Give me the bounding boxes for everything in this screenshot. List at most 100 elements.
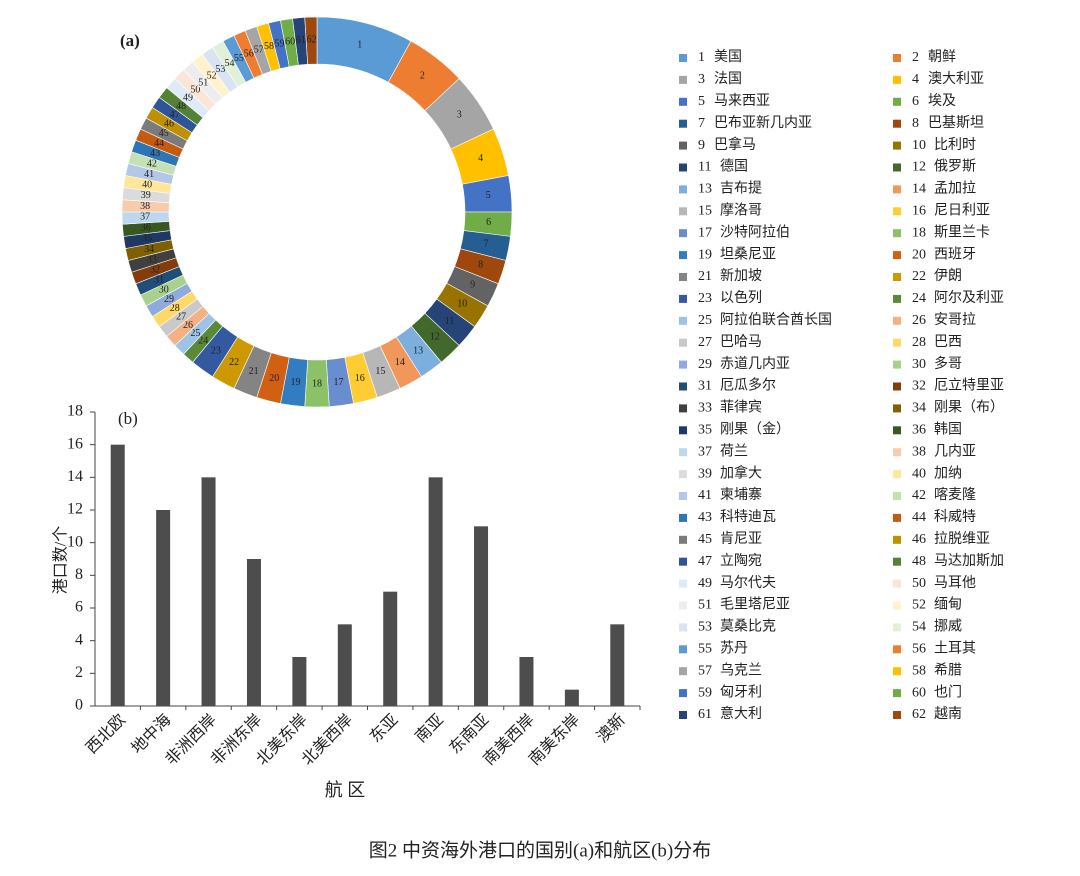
segment-label: 62 xyxy=(307,34,317,45)
legend-swatch xyxy=(679,97,687,106)
legend-id: 50 xyxy=(912,576,926,591)
segment-label: 48 xyxy=(176,101,186,112)
legend-label: 吉布提 xyxy=(720,181,762,197)
legend-label: 厄立特里亚 xyxy=(934,378,1004,394)
y-tick-label: 6 xyxy=(75,599,83,616)
legend-label: 巴基斯坦 xyxy=(928,114,984,131)
segment-label: 61 xyxy=(296,35,306,46)
legend-swatch xyxy=(893,579,901,588)
legend-swatch xyxy=(893,338,901,347)
legend-label: 立陶宛 xyxy=(720,553,762,569)
y-tick-label: 18 xyxy=(67,403,83,420)
legend-id: 21 xyxy=(698,269,712,284)
legend-id: 6 xyxy=(912,94,919,109)
legend-swatch xyxy=(679,426,687,435)
legend-swatch xyxy=(893,294,901,303)
legend-id: 60 xyxy=(912,685,926,700)
legend-swatch xyxy=(679,251,687,260)
segment-label: 11 xyxy=(445,316,455,327)
segment-label: 7 xyxy=(483,239,488,250)
panel-label: (a) xyxy=(120,31,140,50)
segment-label: 34 xyxy=(144,244,154,255)
legend-id: 48 xyxy=(912,554,926,569)
segment-label: 6 xyxy=(486,217,491,228)
figure-caption: 图2 中资海外港口的国别(a)和航区(b)分布 xyxy=(369,839,712,861)
legend-id: 27 xyxy=(698,335,712,350)
legend-swatch xyxy=(679,601,687,610)
legend-id: 7 xyxy=(698,116,705,131)
legend-id: 33 xyxy=(698,401,712,416)
legend-label: 几内亚 xyxy=(934,443,976,459)
legend-label: 巴拿马 xyxy=(714,136,756,153)
legend-swatch xyxy=(679,273,687,281)
segment-label: 26 xyxy=(183,320,193,331)
legend-label: 孟加拉 xyxy=(934,181,976,197)
legend-swatch xyxy=(679,75,687,84)
segment-label: 43 xyxy=(150,148,160,159)
legend-label: 尼日利亚 xyxy=(934,203,990,219)
bar xyxy=(246,559,261,706)
legend-id: 36 xyxy=(912,423,926,438)
legend-id: 10 xyxy=(912,138,926,153)
legend-swatch xyxy=(679,404,687,413)
segment-label: 8 xyxy=(478,259,483,270)
legend-id: 32 xyxy=(912,379,926,394)
legend-swatch xyxy=(679,470,687,479)
x-axis-title: 航 区 xyxy=(325,780,366,800)
legend-label: 加拿大 xyxy=(720,464,762,481)
legend-swatch xyxy=(893,667,901,676)
legend-id: 28 xyxy=(912,335,926,350)
segment-label: 30 xyxy=(159,284,169,295)
legend-swatch xyxy=(679,535,687,544)
legend-swatch xyxy=(679,119,687,128)
legend-label: 也门 xyxy=(934,684,962,700)
legend-id: 2 xyxy=(912,50,919,65)
legend-swatch xyxy=(893,645,901,654)
segment-label: 45 xyxy=(159,128,169,139)
legend-label: 莫桑比克 xyxy=(720,619,776,635)
legend-id: 61 xyxy=(698,707,712,722)
legend-id: 3 xyxy=(698,72,705,87)
segment-label: 31 xyxy=(154,275,164,286)
legend-swatch xyxy=(679,711,687,719)
legend-id: 22 xyxy=(912,269,926,284)
segment-label: 3 xyxy=(457,110,462,121)
x-tick-label: 南亚 xyxy=(412,711,447,746)
legend-id: 13 xyxy=(698,182,712,197)
legend-id: 55 xyxy=(698,642,712,657)
legend-label: 科威特 xyxy=(934,509,976,525)
legend-id: 49 xyxy=(698,576,712,591)
legend-id: 46 xyxy=(912,532,926,547)
segment-label: 12 xyxy=(430,332,440,343)
segment-label: 16 xyxy=(355,373,365,384)
y-tick-label: 10 xyxy=(67,533,83,550)
segment-label: 18 xyxy=(312,378,322,389)
legend-swatch xyxy=(893,426,901,435)
x-tick-label: 东亚 xyxy=(366,711,401,746)
legend-label: 希腊 xyxy=(934,662,962,678)
legend-swatch xyxy=(679,689,687,698)
segment-label: 42 xyxy=(147,158,157,169)
segment-label: 53 xyxy=(215,64,225,75)
segment-label: 44 xyxy=(154,138,164,149)
legend-label: 毛里塔尼亚 xyxy=(720,597,790,613)
legend-label: 西班牙 xyxy=(934,246,976,262)
bar xyxy=(337,624,352,706)
segment-label: 36 xyxy=(141,222,151,233)
panel-label: (b) xyxy=(118,409,138,428)
segment-label: 23 xyxy=(211,345,221,356)
segment-label: 13 xyxy=(413,345,423,356)
legend-swatch xyxy=(679,54,687,62)
legend-label: 赤道几内亚 xyxy=(720,356,790,372)
legend-id: 62 xyxy=(912,707,926,722)
legend-label: 德国 xyxy=(720,159,748,175)
legend-label: 俄罗斯 xyxy=(934,159,976,175)
legend-swatch xyxy=(679,382,687,391)
legend-swatch xyxy=(679,448,687,457)
legend-label: 法国 xyxy=(714,71,742,87)
legend-label: 马耳他 xyxy=(934,575,976,591)
legend-label: 巴哈马 xyxy=(720,334,762,350)
legend-label: 朝鲜 xyxy=(928,49,956,65)
x-tick-label: 地中海 xyxy=(128,711,175,758)
legend-swatch xyxy=(893,316,901,325)
